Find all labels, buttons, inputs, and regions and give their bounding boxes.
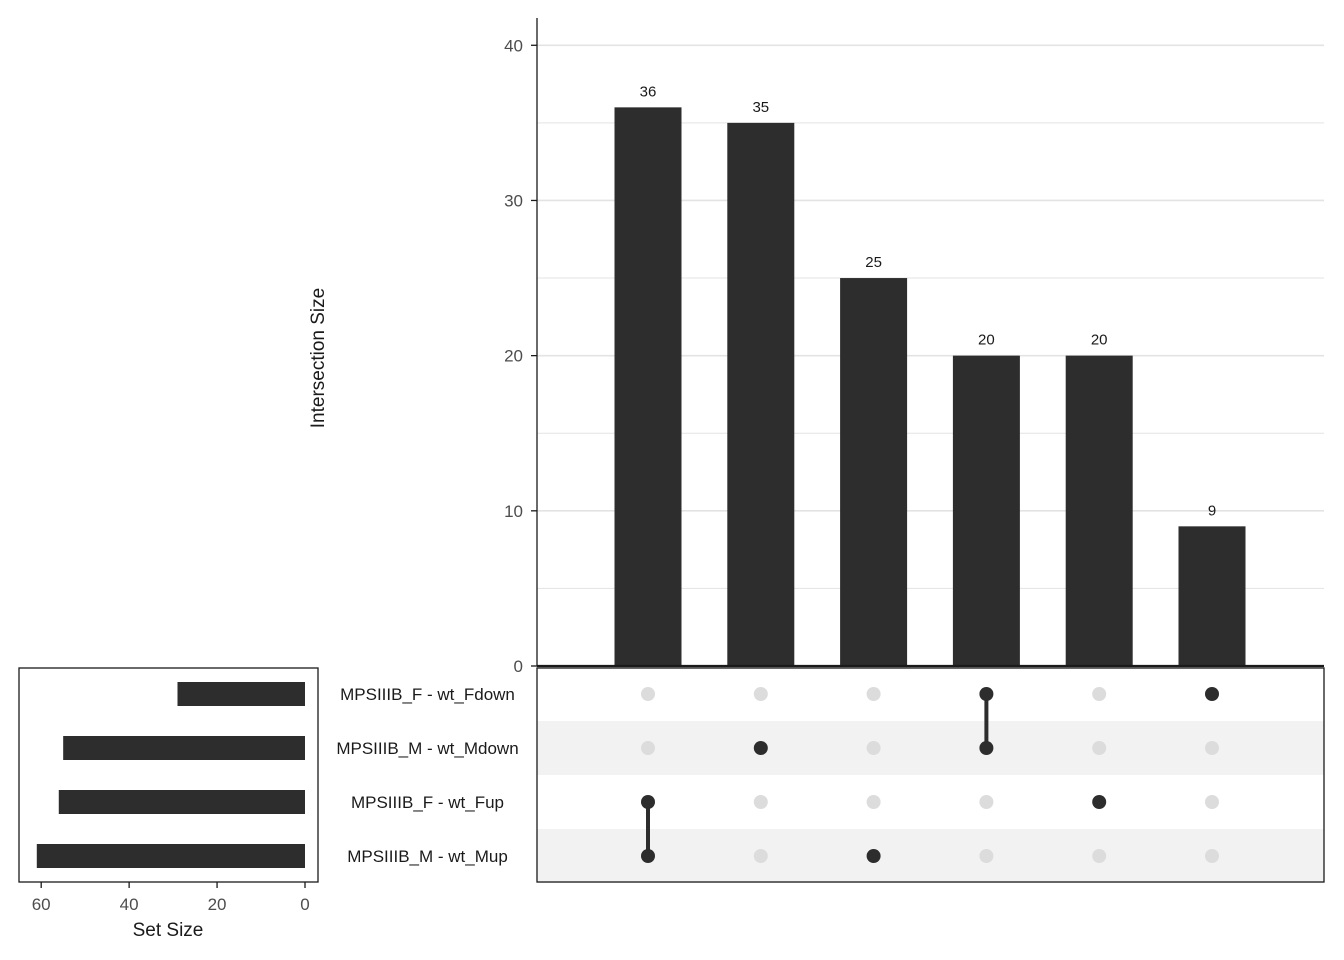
set-size-tick-label: 40: [120, 895, 139, 914]
matrix-dot-active: [979, 687, 994, 701]
intersection-bar: [727, 122, 795, 666]
matrix-dot-active: [866, 849, 881, 863]
set-size-axis-label: Set Size: [133, 920, 204, 941]
matrix-dot-inactive: [753, 795, 768, 809]
intersection-bar-label: 36: [640, 83, 657, 100]
matrix-dot-inactive: [979, 849, 994, 863]
intersection-bar-label: 20: [1091, 332, 1108, 349]
set-name-label: MPSIIIB_F - wt_Fdown: [340, 685, 515, 704]
intersection-bar-label: 25: [865, 254, 882, 271]
set-name-label: MPSIIIB_M - wt_Mup: [347, 847, 508, 866]
matrix-row-stripe: [537, 721, 1324, 775]
y-tick-label: 20: [504, 347, 523, 366]
matrix-dot-inactive: [866, 795, 881, 809]
matrix-dot-active: [979, 741, 994, 755]
matrix-dot-inactive: [1205, 849, 1219, 863]
set-name-label: MPSIIIB_M - wt_Mdown: [336, 739, 518, 758]
matrix-dot-inactive: [753, 849, 768, 863]
y-tick-label: 10: [504, 502, 523, 521]
y-tick-label: 40: [504, 36, 523, 55]
intersection-y-axis-label: Intersection Size: [308, 288, 329, 428]
matrix-dot-inactive: [753, 687, 768, 701]
intersection-bar: [614, 107, 682, 667]
set-size-frame: [18, 667, 319, 883]
set-size-bar: [58, 790, 306, 814]
set-size-tick-label: 20: [208, 895, 227, 914]
matrix-dot-active: [641, 795, 655, 809]
intersection-bar: [840, 278, 908, 666]
matrix-dot-inactive: [641, 687, 655, 701]
matrix-dot-active: [1205, 687, 1219, 701]
set-size-bars: [18, 667, 319, 883]
set-size-bar: [36, 844, 306, 868]
set-size-bar: [177, 682, 305, 706]
y-tick-label: 0: [514, 657, 523, 676]
set-size-tick-label: 60: [32, 895, 51, 914]
intersection-bar: [1178, 526, 1246, 666]
set-size-x-axis: 60 40 20 0: [32, 882, 310, 914]
intersection-bar-label: 20: [978, 332, 995, 349]
matrix-dot-inactive: [1092, 687, 1107, 701]
intersection-bar: [1065, 355, 1133, 666]
matrix-dot-inactive: [1092, 741, 1107, 755]
set-name-label: MPSIIIB_F - wt_Fup: [351, 793, 504, 812]
matrix-dot-inactive: [1205, 741, 1219, 755]
matrix-dot-inactive: [866, 687, 881, 701]
intersection-bar-label: 35: [752, 99, 769, 116]
intersection-bars: [614, 107, 1246, 667]
intersection-y-axis: 0 10 20 30 40: [504, 18, 1324, 676]
matrix-dot-active: [1092, 795, 1107, 809]
y-tick-label: 30: [504, 191, 523, 210]
intersection-bar: [952, 355, 1020, 666]
matrix-dot-inactive: [1092, 849, 1107, 863]
intersection-bar-labels: 36 35 25 20 20 9: [640, 83, 1217, 519]
matrix-row-stripe: [537, 829, 1324, 883]
set-name-labels: MPSIIIB_F - wt_Fdown MPSIIIB_M - wt_Mdown…: [336, 685, 518, 866]
matrix-dot-active: [641, 849, 655, 863]
intersection-matrix: [536, 667, 1325, 883]
set-size-tick-label: 0: [300, 895, 309, 914]
matrix-dot-inactive: [866, 741, 881, 755]
matrix-row-stripes: [537, 721, 1324, 883]
matrix-dot-inactive: [1205, 795, 1219, 809]
matrix-frame: [536, 667, 1325, 883]
set-size-bar: [63, 736, 305, 760]
matrix-dot-active: [753, 741, 768, 755]
intersection-bar-label: 9: [1208, 502, 1216, 519]
matrix-dot-inactive: [979, 795, 994, 809]
matrix-dot-inactive: [641, 741, 655, 755]
